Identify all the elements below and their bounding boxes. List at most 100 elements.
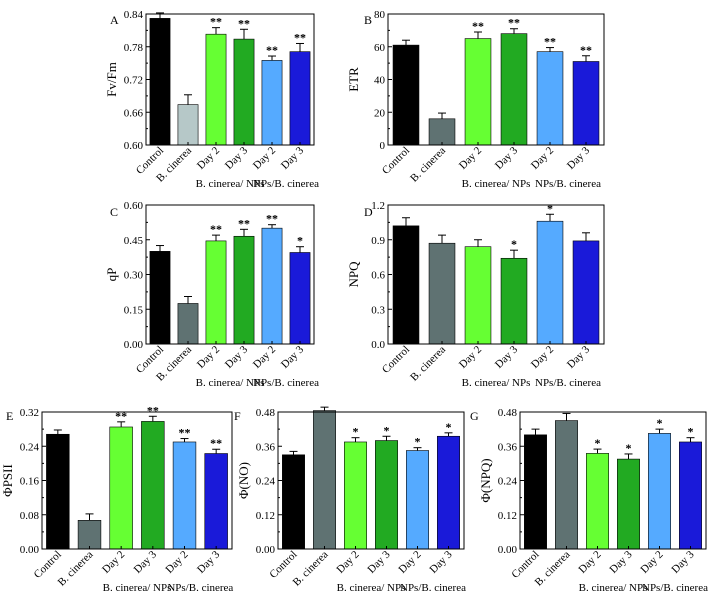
x-tick-label: Day 2 xyxy=(251,344,278,371)
group-label: NPs/B. cinerea xyxy=(253,178,319,190)
panel-label: F xyxy=(234,409,241,423)
significance-mark: * xyxy=(688,425,694,439)
bar xyxy=(344,441,367,550)
x-tick-label: Day 3 xyxy=(669,548,697,576)
x-tick-label: Day 2 xyxy=(457,344,484,371)
y-axis-title: Φ(NO) xyxy=(236,462,251,499)
y-tick-label: 0.12 xyxy=(498,510,517,522)
panel-label: E xyxy=(6,409,13,423)
y-tick-label: 0.32 xyxy=(20,407,39,419)
y-tick-label: 0.36 xyxy=(498,441,518,453)
y-tick-label: 0.45 xyxy=(124,235,144,247)
y-tick-label: 0.24 xyxy=(498,476,518,488)
x-tick-label: B. cinerea xyxy=(408,145,448,185)
bar xyxy=(572,61,600,146)
bar xyxy=(177,303,199,345)
x-tick-label: Day 3 xyxy=(493,144,521,172)
y-axis-title: Φ(NPQ) xyxy=(478,458,493,502)
y-tick-label: 20 xyxy=(374,107,386,119)
axes-frame xyxy=(145,13,315,146)
bar xyxy=(406,450,429,550)
y-tick-label: 0.60 xyxy=(124,200,144,212)
x-tick-label: Day 3 xyxy=(279,144,307,172)
x-tick-label: Day 2 xyxy=(251,145,278,172)
bar xyxy=(437,435,460,550)
x-tick-label: Day 3 xyxy=(195,548,223,576)
y-axis-title: ETR xyxy=(346,67,361,92)
significance-mark: * xyxy=(657,416,663,430)
y-tick-label: 0.15 xyxy=(124,304,144,316)
axes-frame xyxy=(519,411,707,550)
y-tick-label: 0.3 xyxy=(371,304,385,316)
x-tick-label: Day 2 xyxy=(195,344,222,371)
bar xyxy=(289,252,311,345)
y-tick-label: 1.2 xyxy=(371,200,385,212)
group-label: NPs/B. cinerea xyxy=(253,377,319,389)
y-tick-label: 0.66 xyxy=(124,107,144,119)
x-tick-label: Day 2 xyxy=(396,549,423,576)
x-tick-label: Day 3 xyxy=(565,144,593,172)
x-tick-label: Day 3 xyxy=(607,548,635,576)
x-tick-label: Day 2 xyxy=(195,145,222,172)
bar xyxy=(289,51,311,146)
bar xyxy=(313,410,336,550)
y-tick-label: 40 xyxy=(374,75,386,87)
significance-mark: ** xyxy=(266,212,278,226)
panel-label: C xyxy=(110,205,118,219)
bar xyxy=(536,51,564,146)
y-axis-title: NPQ xyxy=(346,261,361,288)
x-tick-label: Day 3 xyxy=(565,343,593,371)
bar xyxy=(177,104,199,146)
bar xyxy=(536,220,564,345)
bar xyxy=(572,240,600,345)
y-tick-label: 0 xyxy=(380,140,386,152)
y-tick-label: 0.00 xyxy=(498,544,518,556)
y-tick-label: 0.9 xyxy=(371,235,385,247)
y-tick-label: 0.84 xyxy=(124,9,144,21)
significance-mark: ** xyxy=(294,30,306,44)
bar xyxy=(233,38,255,146)
axes-frame xyxy=(387,13,605,146)
x-tick-label: Day 2 xyxy=(457,145,484,172)
y-tick-label: 0.00 xyxy=(256,544,276,556)
bar xyxy=(500,33,528,146)
group-label: B. cinerea/ NPs xyxy=(462,178,531,190)
y-axis-title: ΦPSII xyxy=(0,464,15,497)
bar xyxy=(375,440,398,550)
bar xyxy=(172,441,197,550)
bar xyxy=(555,420,578,550)
x-tick-label: Day 2 xyxy=(638,549,665,576)
significance-mark: * xyxy=(384,423,390,437)
significance-mark: * xyxy=(626,441,632,455)
bar xyxy=(204,453,228,550)
y-tick-label: 0.24 xyxy=(256,476,276,488)
significance-mark: * xyxy=(446,420,452,434)
y-tick-label: 0.16 xyxy=(20,476,40,488)
group-label: NPs/B. cinerea xyxy=(167,582,233,593)
bar xyxy=(464,246,492,345)
x-tick-label: B. cinerea xyxy=(408,344,448,384)
bar xyxy=(46,433,70,550)
bar xyxy=(500,257,528,345)
bar xyxy=(261,60,283,146)
significance-mark: ** xyxy=(544,35,556,49)
x-tick-label: B. cinerea xyxy=(56,549,96,589)
y-tick-label: 0.30 xyxy=(124,270,144,282)
y-tick-label: 0.00 xyxy=(124,339,144,351)
panel-label: D xyxy=(364,205,373,219)
group-label: B. cinerea/ NPs xyxy=(337,582,406,593)
y-tick-label: 0.60 xyxy=(124,140,144,152)
x-tick-label: Day 2 xyxy=(100,549,127,576)
bar xyxy=(141,421,165,550)
axes-frame xyxy=(41,411,233,550)
x-tick-label: Day 3 xyxy=(279,343,307,371)
group-label: NPs/B. cinerea xyxy=(642,582,708,593)
y-tick-label: 0.36 xyxy=(256,441,276,453)
group-label: B. cinerea/ NPs xyxy=(196,178,265,190)
y-tick-label: 0.24 xyxy=(20,441,40,453)
